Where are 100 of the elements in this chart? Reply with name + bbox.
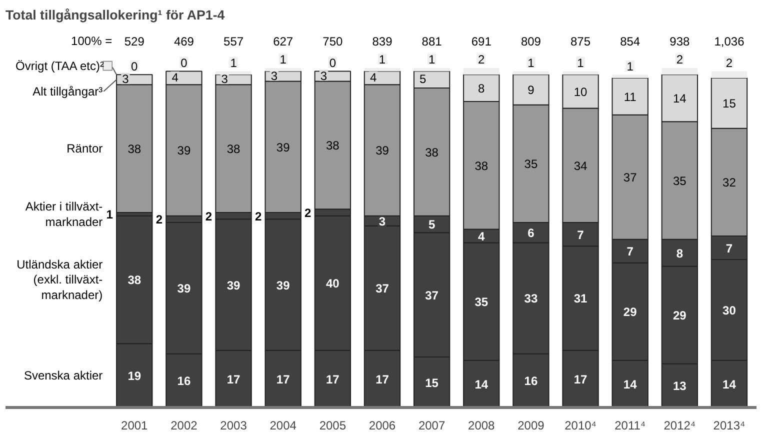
- data-label: 39: [276, 140, 290, 154]
- x-tick-label: 2010⁴: [564, 418, 596, 432]
- data-label: 4: [172, 70, 179, 84]
- x-tick-label: 2008: [468, 418, 496, 432]
- x-tick-label: 2004: [270, 418, 297, 432]
- data-label: 3: [270, 68, 278, 83]
- data-label: 0: [180, 56, 188, 70]
- data-label: 34: [574, 158, 588, 173]
- data-label: 4: [370, 70, 377, 84]
- data-label: 14: [623, 377, 638, 392]
- data-label: 16: [524, 374, 538, 388]
- data-label: 39: [177, 282, 191, 296]
- data-label: 15: [425, 376, 439, 390]
- data-label: 33: [524, 292, 538, 306]
- data-label: 14: [722, 377, 736, 392]
- text: 809: [520, 34, 542, 48]
- data-label: 37: [425, 288, 439, 302]
- data-label: 11: [624, 90, 637, 104]
- text: 627: [273, 34, 294, 48]
- data-label: 2: [156, 212, 163, 227]
- x-tick-label: 2005: [319, 418, 346, 432]
- x-tick-label: 2002: [170, 418, 198, 432]
- bar: [562, 71, 598, 75]
- data-label: 1: [106, 208, 114, 222]
- data-label: 8: [676, 246, 684, 260]
- series-label: Alt tillgångar³: [32, 84, 103, 98]
- data-label: 35: [672, 174, 687, 188]
- data-label: 17: [226, 372, 241, 386]
- data-label: 5: [428, 218, 436, 232]
- x-tick-label: 2001: [121, 418, 148, 432]
- data-label: 38: [326, 138, 340, 153]
- bar: [464, 68, 500, 75]
- data-label: 1: [577, 56, 584, 70]
- data-label: 38: [474, 158, 488, 173]
- data-label: 8: [478, 82, 486, 96]
- text: 469: [174, 34, 194, 48]
- data-label: 1: [230, 56, 238, 70]
- series-label: Utländska aktier (exkl. tillväxt- marknader): [16, 257, 103, 302]
- data-label: 2: [304, 206, 312, 220]
- x-tick-label: 2003: [220, 418, 248, 432]
- data-label: 29: [623, 305, 638, 320]
- data-label: 32: [722, 176, 736, 190]
- data-label: 37: [376, 282, 390, 296]
- data-label: 31: [574, 292, 588, 306]
- series-label: Aktier i tillväxt- marknader: [25, 199, 103, 229]
- data-label: 2: [254, 209, 262, 224]
- data-label: 38: [226, 142, 241, 156]
- text: 875: [570, 34, 591, 48]
- data-label: 6: [528, 226, 535, 240]
- data-label: 3: [221, 72, 228, 86]
- data-label: 2: [726, 56, 733, 70]
- text: 1,036: [714, 34, 745, 48]
- bar: [662, 68, 698, 75]
- data-label: 0: [329, 56, 336, 70]
- data-label: 17: [574, 372, 588, 386]
- data-label: 3: [320, 68, 328, 83]
- data-label: 19: [128, 369, 142, 384]
- data-label: 1: [626, 59, 634, 74]
- data-label: 3: [122, 72, 130, 86]
- data-label: 16: [177, 374, 191, 388]
- text: 100% =: [71, 34, 112, 48]
- data-label: 17: [326, 372, 340, 386]
- data-label: 30: [722, 303, 736, 318]
- bar: [612, 74, 648, 78]
- data-label: 39: [226, 278, 241, 292]
- data-label: 14: [474, 377, 488, 392]
- text: 854: [620, 34, 640, 48]
- text: 938: [670, 34, 690, 48]
- data-label: 1: [428, 52, 436, 67]
- data-label: 13: [672, 379, 687, 394]
- text: 839: [372, 34, 393, 48]
- data-label: 9: [528, 83, 535, 98]
- series-label: Svenska aktier: [24, 368, 103, 383]
- data-label: 39: [276, 278, 290, 292]
- data-label: 39: [177, 144, 191, 158]
- x-tick-label: 2013⁴: [713, 418, 746, 432]
- text: 750: [322, 34, 344, 48]
- data-label: 1: [280, 52, 287, 67]
- text: 691: [471, 34, 492, 48]
- legend-label: Övrigt (TAA etc)²: [16, 58, 104, 73]
- data-label: 29: [672, 308, 687, 323]
- data-label: 37: [623, 170, 638, 185]
- x-tick-label: 2012⁴: [664, 418, 696, 432]
- text: 881: [422, 34, 442, 48]
- data-label: 38: [128, 273, 142, 288]
- data-label: 1: [378, 52, 386, 67]
- bar: [513, 71, 549, 75]
- data-label: 17: [276, 372, 290, 386]
- bar: [711, 71, 748, 78]
- data-label: 3: [378, 214, 386, 228]
- data-label: 2: [205, 209, 212, 224]
- data-label: 15: [722, 96, 736, 111]
- series-label: Räntor: [66, 142, 103, 156]
- data-label: 2: [676, 52, 684, 67]
- data-label: 7: [577, 228, 584, 242]
- x-tick-label: 2007: [418, 418, 446, 432]
- data-label: 1: [528, 56, 535, 70]
- data-label: 38: [128, 142, 142, 156]
- data-label: 17: [376, 372, 390, 386]
- x-tick-label: 2011⁴: [614, 418, 646, 432]
